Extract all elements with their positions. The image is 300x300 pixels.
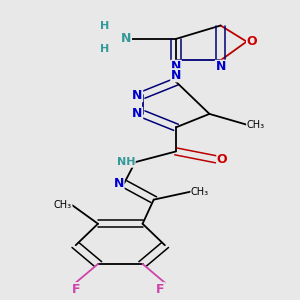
Text: F: F (156, 283, 165, 296)
Text: N: N (132, 107, 142, 120)
Text: N: N (171, 69, 181, 82)
Text: F: F (71, 283, 80, 296)
Text: O: O (247, 35, 257, 48)
Text: H: H (100, 21, 109, 31)
Text: O: O (217, 153, 227, 166)
Text: N: N (171, 60, 181, 73)
Text: N: N (132, 89, 142, 102)
Text: CH₃: CH₃ (247, 120, 265, 130)
Text: CH₃: CH₃ (54, 200, 72, 210)
Text: N: N (114, 177, 124, 190)
Text: H: H (100, 44, 109, 54)
Text: N: N (215, 60, 226, 73)
Text: CH₃: CH₃ (191, 187, 209, 196)
Text: N: N (121, 32, 131, 45)
Text: NH: NH (117, 157, 135, 167)
